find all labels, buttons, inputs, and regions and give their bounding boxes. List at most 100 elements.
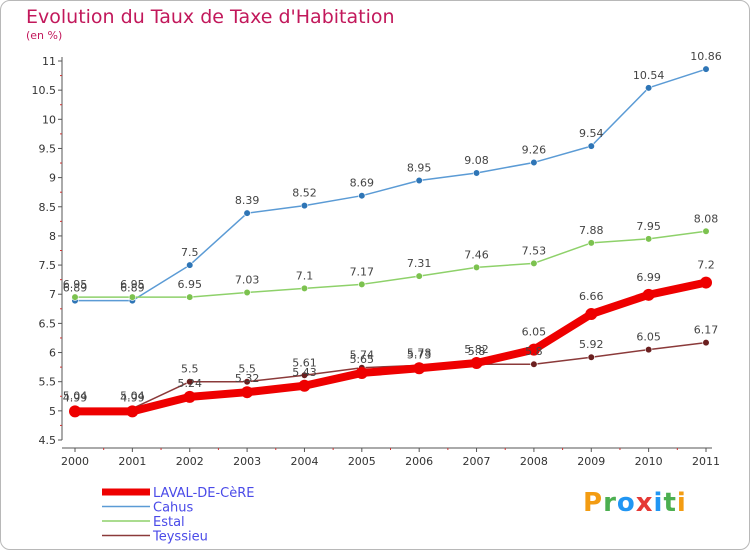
legend-label: Cahus xyxy=(153,501,194,516)
series-layer xyxy=(69,65,712,418)
x-tick-label: 2011 xyxy=(692,455,720,468)
data-point-estal xyxy=(300,284,309,293)
data-point-laval-de-c-re xyxy=(69,405,81,418)
series-line-laval-de-c-re xyxy=(71,278,710,416)
data-label-cahus: 6.89 xyxy=(120,282,145,295)
data-point-estal xyxy=(128,293,136,301)
series-line-estal xyxy=(74,230,707,298)
y-tick-label: 10 xyxy=(42,113,56,126)
data-label-laval-de-c-re: 5.65 xyxy=(350,353,375,366)
data-label-estal: 7.95 xyxy=(636,220,661,233)
data-label-estal: 8.08 xyxy=(694,212,719,225)
x-tick-label: 2000 xyxy=(61,455,89,468)
data-label-laval-de-c-re: 6.66 xyxy=(579,290,604,303)
data-label-cahus: 9.08 xyxy=(464,154,489,167)
data-point-estal xyxy=(702,227,710,235)
data-point-cahus xyxy=(702,65,710,73)
data-label-estal: 7.46 xyxy=(464,248,489,261)
data-point-estal xyxy=(472,263,481,272)
data-point-cahus xyxy=(530,158,538,167)
data-label-estal: 7.1 xyxy=(296,269,314,282)
data-point-laval-de-c-re xyxy=(700,276,712,289)
data-point-laval-de-c-re xyxy=(126,405,139,418)
data-point-teyssieu xyxy=(587,353,595,361)
data-label-cahus: 10.86 xyxy=(690,50,722,63)
data-label-estal: 7.03 xyxy=(235,273,260,286)
data-label-estal: 6.95 xyxy=(120,278,145,291)
data-point-cahus xyxy=(358,192,366,200)
y-tick-label: 9.5 xyxy=(39,142,57,155)
y-tick-label: 7.5 xyxy=(39,259,57,272)
data-point-laval-de-c-re xyxy=(642,288,655,301)
data-point-laval-de-c-re xyxy=(527,343,540,356)
data-label-cahus: 7.5 xyxy=(181,246,199,259)
data-point-cahus xyxy=(186,261,194,269)
x-tick-label: 2010 xyxy=(635,455,663,468)
x-tick-label: 2004 xyxy=(290,455,318,468)
legend-label: Teyssieu xyxy=(152,530,208,545)
data-label-teyssieu: 6.17 xyxy=(694,324,719,337)
data-label-laval-de-c-re: 5.43 xyxy=(292,366,317,379)
data-label-cahus: 8.39 xyxy=(235,194,260,207)
data-label-teyssieu: 5.78 xyxy=(407,346,432,359)
y-tick-label: 6.5 xyxy=(39,317,57,330)
x-tick-label: 2003 xyxy=(233,455,261,468)
data-label-estal: 6.95 xyxy=(63,278,88,291)
data-label-cahus: 9.54 xyxy=(579,127,604,140)
x-tick-label: 2001 xyxy=(118,455,146,468)
data-label-teyssieu: 5.74 xyxy=(350,349,375,362)
data-point-estal xyxy=(71,293,79,301)
data-point-estal xyxy=(415,272,423,280)
data-point-teyssieu xyxy=(243,378,251,386)
data-point-teyssieu xyxy=(530,360,538,368)
data-point-cahus xyxy=(415,176,423,185)
y-tick-label: 6 xyxy=(49,347,56,360)
chart-title: Evolution du Taux de Taxe d'Habitation xyxy=(26,6,395,28)
y-tick-label: 7 xyxy=(49,288,56,301)
data-label-teyssieu: 6.05 xyxy=(636,331,661,344)
data-point-laval-de-c-re xyxy=(183,390,196,403)
data-labels-layer: 6.89 6.89 7.5 8.39 8.52 8.69 8.95 9.08 9.26 9.54 1… xyxy=(63,50,722,404)
data-point-estal xyxy=(186,293,194,301)
data-point-laval-de-c-re xyxy=(413,362,426,375)
data-point-teyssieu xyxy=(702,339,710,347)
data-label-estal: 7.53 xyxy=(522,244,547,257)
data-point-teyssieu xyxy=(645,346,653,354)
logo-letter: x xyxy=(635,488,654,518)
logo-letter: P xyxy=(583,488,604,518)
y-tick-label: 8.5 xyxy=(39,201,57,214)
data-point-cahus xyxy=(472,169,481,177)
data-label-laval-de-c-re: 6.99 xyxy=(636,271,661,284)
x-tick-label: 2002 xyxy=(176,455,204,468)
chart-subtitle: (en %) xyxy=(26,29,63,42)
y-tick-label: 9 xyxy=(49,172,56,185)
data-label-laval-de-c-re: 6.05 xyxy=(522,326,547,339)
data-point-cahus xyxy=(587,142,595,150)
data-label-estal: 7.31 xyxy=(407,257,432,270)
data-point-laval-de-c-re xyxy=(241,386,254,399)
data-point-estal xyxy=(243,288,251,297)
data-label-teyssieu: 5.92 xyxy=(579,338,604,351)
legend-label: Estal xyxy=(153,515,185,530)
data-label-laval-de-c-re: 5.32 xyxy=(235,372,260,385)
data-label-estal: 7.88 xyxy=(579,224,604,237)
y-tick-label: 5.5 xyxy=(39,376,57,389)
data-point-laval-de-c-re xyxy=(355,366,368,379)
data-point-cahus xyxy=(243,209,251,217)
y-tick-label: 10.5 xyxy=(32,84,57,97)
data-label-laval-de-c-re: 5.24 xyxy=(177,377,202,390)
data-label-cahus: 8.69 xyxy=(350,177,375,190)
data-point-teyssieu xyxy=(186,378,194,386)
data-label-cahus: 8.52 xyxy=(292,187,317,200)
data-point-estal xyxy=(358,280,366,288)
data-point-cahus xyxy=(300,202,309,210)
y-tick-label: 5 xyxy=(49,405,56,418)
data-label-cahus: 6.89 xyxy=(63,282,88,295)
logo-letter: o xyxy=(616,488,636,518)
data-label-teyssieu: 5.04 xyxy=(120,390,145,403)
data-label-teyssieu: 5.61 xyxy=(292,356,317,369)
data-point-teyssieu xyxy=(300,371,309,379)
x-tick-label: 2005 xyxy=(348,455,376,468)
data-label-teyssieu: 5.5 xyxy=(181,363,199,376)
